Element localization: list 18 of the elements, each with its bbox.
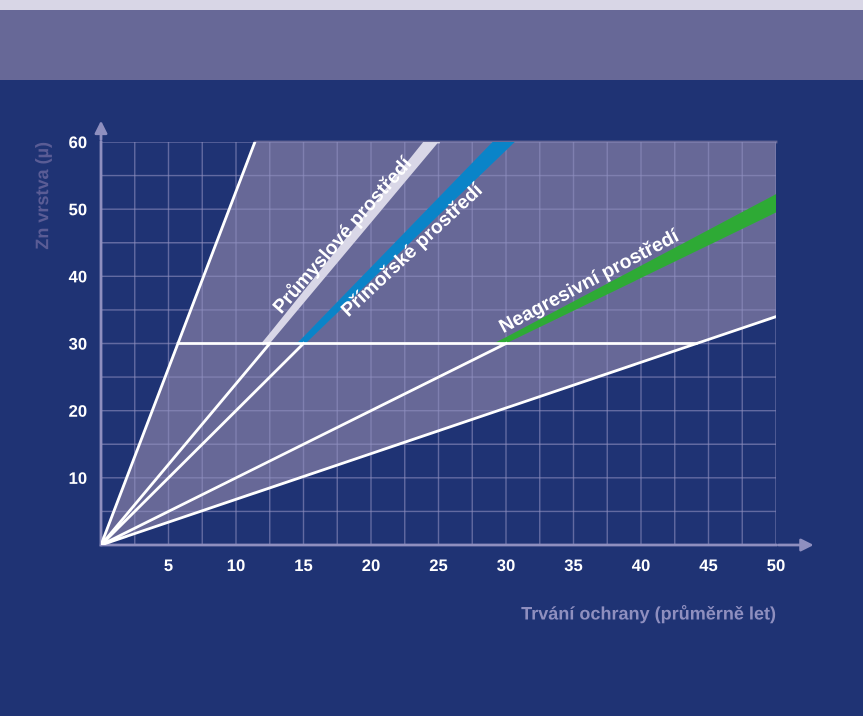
y-tick-label: 10: [70, 472, 86, 484]
x-tick-label: 20: [362, 559, 380, 572]
y-tick-label: 20: [69, 405, 86, 417]
y-tick-label: 50: [69, 204, 86, 216]
x-tick-label: 15: [295, 560, 312, 572]
x-tick-label: 40: [632, 559, 650, 572]
x-tick-label: 25: [430, 559, 448, 572]
x-tick-label: 45: [699, 560, 718, 572]
x-tick-label: 50: [767, 559, 785, 572]
x-tick-label: 30: [497, 559, 515, 572]
x-tick-label: 5: [164, 560, 173, 572]
y-tick-label: 30: [68, 338, 86, 350]
x-tick-label: 10: [228, 559, 245, 572]
y-tick-label: 60: [69, 136, 86, 148]
x-axis-title: Trvání ochrany (průměrně let): [521, 604, 776, 624]
y-axis-title: Zn vrstva (µ): [35, 142, 52, 250]
y-tick-label: 40: [68, 270, 86, 283]
x-tick-label: 35: [564, 559, 582, 572]
